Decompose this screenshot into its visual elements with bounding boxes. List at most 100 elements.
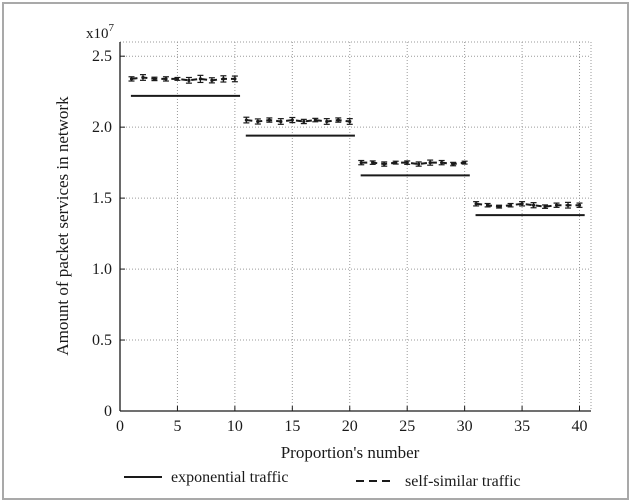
self-similar-point-28 xyxy=(438,159,445,166)
data-point xyxy=(198,77,203,81)
self-similar-point-5 xyxy=(174,76,181,81)
data-point xyxy=(210,78,214,82)
x-tick-label-0: 0 xyxy=(116,418,124,435)
self-similar-point-10 xyxy=(231,75,238,83)
self-similar-point-8 xyxy=(208,77,215,84)
self-similar-line-group-1 xyxy=(131,76,235,82)
data-point xyxy=(233,77,237,81)
legend-label-self-similar: self-similar traffic xyxy=(405,473,521,490)
self-similar-point-18 xyxy=(323,118,330,125)
y-tick-label-5: 2.5 xyxy=(92,48,112,65)
self-similar-point-34 xyxy=(507,202,514,208)
data-point xyxy=(371,161,375,165)
y-multiplier-base: x10 xyxy=(86,26,109,42)
data-point xyxy=(244,118,248,122)
x-tick-label-4: 20 xyxy=(342,418,358,435)
data-point xyxy=(577,203,582,207)
data-point xyxy=(279,119,283,124)
y-multiplier: x107 xyxy=(86,22,115,42)
data-point xyxy=(566,203,570,207)
data-point xyxy=(129,77,134,81)
y-tick-label-3: 1.5 xyxy=(92,190,112,207)
y-tick-label-1: 0.5 xyxy=(92,332,112,349)
self-similar-point-40 xyxy=(576,202,583,208)
self-similar-point-24 xyxy=(392,160,399,165)
data-point xyxy=(554,203,559,207)
data-point xyxy=(164,77,168,81)
self-similar-point-39 xyxy=(565,201,572,209)
data-point xyxy=(221,77,225,81)
data-point xyxy=(440,161,444,165)
self-similar-point-2 xyxy=(139,74,146,81)
self-similar-line-group-4 xyxy=(475,202,580,208)
self-similar-point-27 xyxy=(427,159,434,166)
data-point xyxy=(497,205,501,209)
legend: exponential traffic self-similar traffic xyxy=(124,469,521,490)
data-point xyxy=(394,161,398,165)
y-tick-label-4: 2.0 xyxy=(92,119,112,136)
self-similar-point-30 xyxy=(461,160,468,165)
self-similar-point-1 xyxy=(128,76,135,82)
x-axis-label: Proportion's number xyxy=(281,443,420,462)
data-point xyxy=(520,202,524,206)
data-point xyxy=(486,203,490,207)
legend-label-exponential: exponential traffic xyxy=(171,469,288,486)
self-similar-point-23 xyxy=(381,161,388,167)
figure-frame xyxy=(2,2,629,500)
data-point xyxy=(325,119,329,124)
self-similar-point-31 xyxy=(473,201,480,207)
self-similar-point-29 xyxy=(450,161,457,167)
x-tick-label-5: 25 xyxy=(399,418,415,435)
self-similar-point-3 xyxy=(151,76,158,82)
data-point xyxy=(405,161,409,165)
self-similar-point-9 xyxy=(220,75,227,83)
y-axis-label: Amount of packet services in network xyxy=(53,96,72,356)
axes xyxy=(119,42,591,412)
data-point xyxy=(187,78,191,82)
data-point xyxy=(175,77,180,81)
self-similar-point-16 xyxy=(300,118,307,125)
data-point xyxy=(302,119,306,124)
self-similar-point-21 xyxy=(358,159,365,166)
self-similar-point-19 xyxy=(335,117,342,123)
data-point xyxy=(313,118,317,122)
self-similar-point-35 xyxy=(519,201,526,207)
data-point xyxy=(463,161,467,165)
data-point xyxy=(152,77,157,81)
x-tick-label-3: 15 xyxy=(284,418,300,435)
x-tick-label-8: 40 xyxy=(572,418,588,435)
data-point xyxy=(417,162,421,166)
self-similar-point-13 xyxy=(266,117,273,123)
data-point xyxy=(359,161,363,165)
y-multiplier-exponent: 7 xyxy=(109,22,115,34)
x-tick-label-1: 5 xyxy=(173,418,181,435)
data-point xyxy=(336,118,340,122)
tick-labels: 0 5 10 15 20 25 30 35 40 0 0.5 1.0 1.5 2.0 2.5 xyxy=(92,48,588,435)
self-similar-point-33 xyxy=(496,204,503,209)
self-similar-point-26 xyxy=(415,161,422,167)
data-point xyxy=(543,205,547,209)
data-point xyxy=(267,118,271,122)
self-similar-point-12 xyxy=(254,118,261,125)
data-point xyxy=(474,202,478,206)
x-tick-label-6: 30 xyxy=(457,418,473,435)
y-tick-label-0: 0 xyxy=(104,403,112,420)
self-similar-point-32 xyxy=(484,202,491,208)
y-tick-label-2: 1.0 xyxy=(92,261,112,278)
self-similar-point-20 xyxy=(346,118,353,125)
self-similar-line-group-3 xyxy=(361,161,465,166)
self-similar-line-group-2 xyxy=(246,119,350,123)
self-similar-point-6 xyxy=(185,76,192,84)
data-point xyxy=(348,119,352,124)
self-similar-point-17 xyxy=(312,117,319,123)
series-layer xyxy=(128,74,585,217)
self-similar-point-22 xyxy=(369,160,376,165)
x-tick-label-7: 35 xyxy=(514,418,530,435)
data-point xyxy=(290,118,294,122)
data-point xyxy=(508,203,513,207)
self-similar-point-15 xyxy=(289,116,296,124)
self-similar-point-14 xyxy=(277,118,284,125)
grid-lines xyxy=(120,41,592,411)
self-similar-point-11 xyxy=(243,116,250,124)
